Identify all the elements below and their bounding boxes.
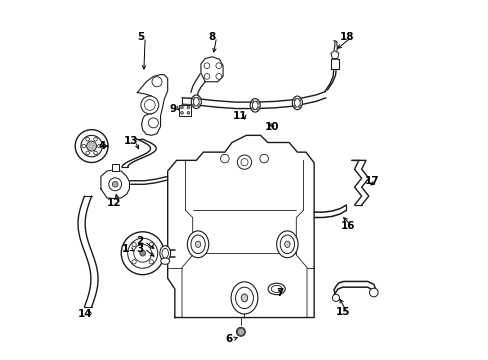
Circle shape [197,97,200,100]
Circle shape [298,105,301,108]
Circle shape [82,144,85,148]
Text: 12: 12 [107,198,121,208]
Polygon shape [330,59,339,68]
Circle shape [369,288,377,297]
Circle shape [98,144,101,148]
Polygon shape [201,57,223,82]
Circle shape [121,232,164,275]
Text: 7: 7 [276,288,284,297]
Ellipse shape [284,241,289,248]
Text: 8: 8 [208,32,216,42]
Circle shape [298,98,301,101]
Circle shape [250,107,253,110]
Text: 13: 13 [123,136,138,147]
Text: 14: 14 [78,309,93,319]
Polygon shape [167,135,313,318]
Circle shape [259,154,268,163]
Circle shape [127,238,157,268]
Ellipse shape [231,282,257,314]
Ellipse shape [292,96,302,110]
Circle shape [112,181,118,187]
Text: 4: 4 [99,141,106,151]
Text: 5: 5 [137,32,144,42]
Circle shape [197,104,200,107]
Circle shape [132,243,136,247]
Circle shape [149,260,153,264]
Ellipse shape [271,285,282,293]
Circle shape [186,106,189,109]
Circle shape [86,141,97,151]
Text: 16: 16 [340,221,355,231]
Circle shape [256,100,259,103]
Circle shape [186,111,189,114]
Circle shape [216,73,221,79]
Circle shape [108,178,122,191]
Circle shape [237,328,244,336]
Ellipse shape [193,98,199,106]
Ellipse shape [161,258,169,264]
Circle shape [144,100,155,111]
Ellipse shape [294,99,300,107]
Ellipse shape [236,327,245,336]
Circle shape [293,105,295,108]
Text: 9: 9 [169,104,176,113]
Circle shape [134,244,151,262]
Text: 3: 3 [136,244,143,253]
Circle shape [203,73,209,79]
Ellipse shape [191,95,201,109]
Circle shape [86,138,89,141]
Ellipse shape [195,241,201,248]
Ellipse shape [235,287,253,309]
Circle shape [141,96,159,114]
Text: 10: 10 [264,122,279,132]
Ellipse shape [280,235,294,253]
Circle shape [203,63,209,68]
Ellipse shape [267,283,285,295]
Ellipse shape [252,101,258,110]
Polygon shape [111,164,119,171]
Polygon shape [137,75,167,135]
Circle shape [250,100,253,103]
Polygon shape [179,105,190,116]
Text: 17: 17 [365,176,379,186]
Ellipse shape [276,231,298,258]
Polygon shape [330,51,338,59]
Text: 11: 11 [232,111,247,121]
Circle shape [216,63,221,68]
Text: 6: 6 [224,334,232,344]
Circle shape [94,151,97,155]
Circle shape [237,155,251,169]
Circle shape [148,118,158,128]
Circle shape [140,250,145,256]
Circle shape [256,107,259,110]
Ellipse shape [162,248,168,258]
Circle shape [75,130,108,162]
Text: 1: 1 [122,244,129,253]
Circle shape [152,77,162,87]
Ellipse shape [160,246,170,261]
Circle shape [192,97,195,100]
Circle shape [192,104,195,107]
Circle shape [241,158,247,166]
Circle shape [81,135,102,157]
Circle shape [332,294,339,301]
Circle shape [180,111,183,114]
Text: 15: 15 [335,307,349,317]
Ellipse shape [241,294,247,302]
Circle shape [94,138,97,141]
Polygon shape [101,170,129,199]
Circle shape [293,98,295,101]
Text: 1: 1 [122,244,129,253]
Circle shape [180,106,183,109]
Circle shape [220,154,229,163]
Text: 2: 2 [136,237,143,247]
Circle shape [132,260,136,264]
Text: 18: 18 [340,32,354,42]
Circle shape [149,243,153,247]
Circle shape [86,151,89,155]
Ellipse shape [187,231,208,258]
Ellipse shape [250,99,260,112]
Ellipse shape [190,235,205,253]
